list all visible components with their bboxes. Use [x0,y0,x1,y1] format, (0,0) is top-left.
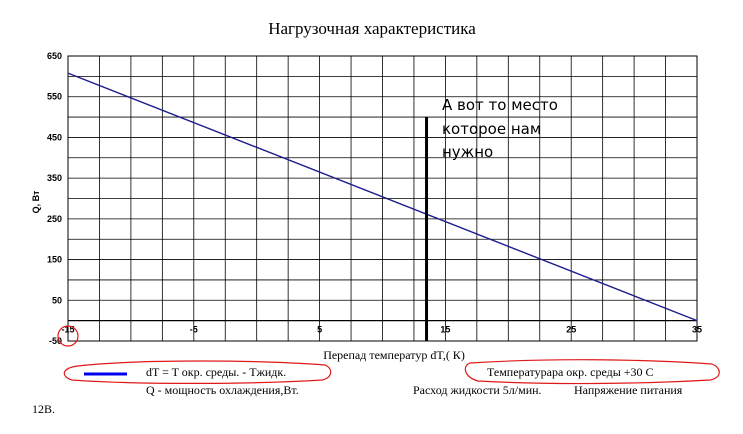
legend-flow: Расход жидкости 5л/мин. [413,383,542,397]
y-tick-label: -50 [49,336,62,346]
series-layer [67,72,698,341]
y-tick-label: 650 [47,51,62,61]
tick-labels: 650 550 450 350 250 150 50 -50-15 -5 5 15 25 35 [47,51,702,346]
x-tick-label: 35 [692,325,702,335]
highlight-circle-x-origin [57,325,79,347]
annotation: А вот то место которое нам нужно [442,96,558,161]
y-tick-label: 50 [52,295,62,305]
x-tick-label: 5 [317,325,322,335]
y-tick-label: 150 [47,255,62,265]
annotation-line-1: А вот то место [442,96,558,114]
x-tick-label: 25 [566,325,576,335]
grid [67,55,698,342]
y-tick-label: 350 [47,173,62,183]
y-tick-label: 450 [47,132,62,142]
y-tick-label: 550 [47,92,62,102]
annotation-line-3: нужно [442,143,493,161]
y-tick-label: 250 [47,214,62,224]
x-tick-label: -5 [190,325,198,335]
legend-line-1: dT = T окр. среды. - Тжидк. [146,365,286,379]
plot-area-border [67,55,698,342]
legend-line-3: 12В. [32,402,55,416]
legend-line-2: Q - мощность охлаждения,Вт. [146,383,299,397]
x-tick-label: 15 [440,325,450,335]
annotation-line-2: которое нам [442,120,541,138]
x-axis-label: Перепад температур dT,( К) [323,348,465,362]
x-tick-label: -15 [61,325,74,335]
highlight-circle-ambient [464,359,720,385]
highlight-circle-legend [63,360,332,384]
chart-title: Нагрузочная характеристика [268,19,476,38]
y-axis-label: Q, Вт [31,190,41,213]
legend-voltage: Напряжение питания [574,383,683,397]
legend-ambient: Температурара окр. среды +30 С [487,365,654,379]
series-line [67,72,698,322]
